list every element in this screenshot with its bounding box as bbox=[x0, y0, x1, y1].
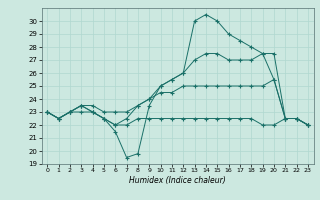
X-axis label: Humidex (Indice chaleur): Humidex (Indice chaleur) bbox=[129, 176, 226, 185]
